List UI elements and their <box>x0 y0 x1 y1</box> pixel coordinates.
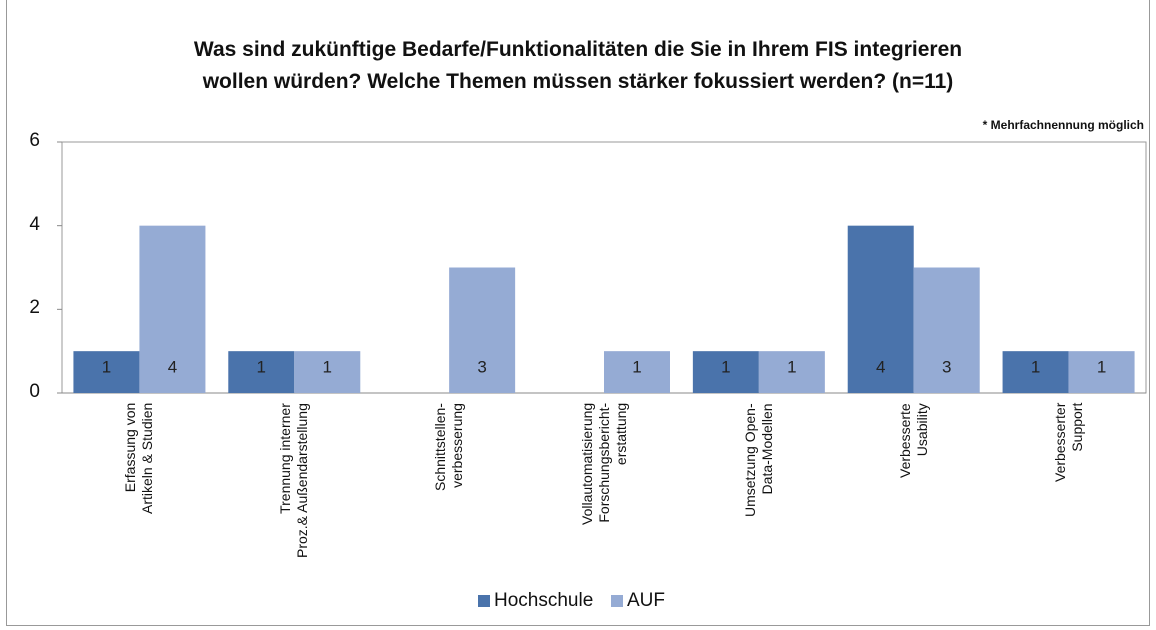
bar <box>1068 351 1135 393</box>
legend-swatch <box>478 595 490 607</box>
legend-swatch <box>611 595 623 607</box>
data-label: 1 <box>1031 357 1040 376</box>
data-label: 3 <box>942 357 951 376</box>
chart-frame <box>6 0 1150 626</box>
bar <box>139 225 206 393</box>
data-label: 1 <box>323 357 332 376</box>
y-tick-label: 2 <box>29 297 40 319</box>
data-label: 4 <box>876 357 885 376</box>
x-tick-label: Trennung interner Proz.& Außendarstellun… <box>277 403 311 558</box>
bar <box>228 351 295 393</box>
y-tick-label: 0 <box>29 381 40 402</box>
annotation: * Mehrfachnennung möglich <box>982 118 1144 132</box>
x-tick-label: Umsetzung Open- Data-Modellen <box>741 403 775 517</box>
bar <box>692 351 759 393</box>
bar <box>73 351 140 393</box>
bar <box>913 267 980 393</box>
data-label: 4 <box>168 357 177 376</box>
bar <box>604 351 670 393</box>
bar <box>758 351 825 393</box>
data-label: 3 <box>477 357 486 376</box>
data-label: 1 <box>1097 357 1106 376</box>
x-tick-label: Verbesserte Usability <box>896 403 930 478</box>
legend-label: AUF <box>627 590 665 611</box>
bar <box>1002 351 1069 393</box>
bar <box>294 351 361 393</box>
bar <box>847 225 914 393</box>
x-tick-label: Verbesserter Support <box>1051 402 1085 482</box>
data-label: 1 <box>721 357 730 376</box>
x-tick-label: Erfassung von Artikeln & Studien <box>122 402 156 514</box>
y-tick-label: 4 <box>29 213 40 235</box>
data-label: 1 <box>632 357 641 376</box>
legend-label: Hochschule <box>494 590 594 611</box>
data-label: 1 <box>787 357 796 376</box>
y-tick-label: 6 <box>29 130 40 151</box>
data-label: 1 <box>257 357 266 376</box>
x-tick-label: Schnittstellen- verbesserung <box>432 403 466 491</box>
x-tick-label: Vollautomatisierung Forschungsbericht- e… <box>578 402 629 525</box>
chart-title: Was sind zukünftige Bedarfe/Funktionalit… <box>193 38 963 93</box>
bar <box>449 267 516 393</box>
data-label: 1 <box>102 357 111 376</box>
